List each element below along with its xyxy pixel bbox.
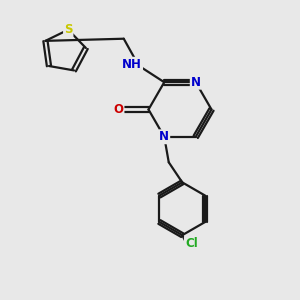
Text: N: N: [191, 76, 201, 89]
Text: O: O: [113, 103, 124, 116]
Text: N: N: [159, 130, 169, 143]
Text: Cl: Cl: [185, 237, 198, 250]
Text: S: S: [64, 23, 73, 36]
Text: NH: NH: [122, 58, 142, 71]
